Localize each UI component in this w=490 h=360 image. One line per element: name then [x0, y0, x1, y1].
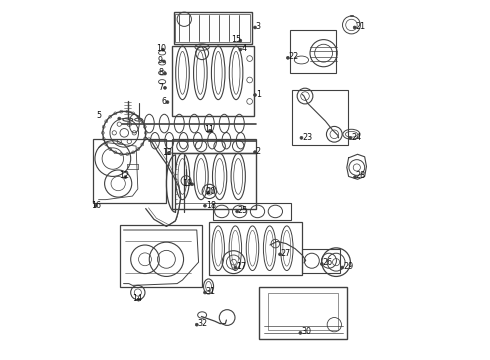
Bar: [175, 14, 250, 42]
Circle shape: [239, 39, 242, 42]
Bar: [172, 139, 256, 153]
Circle shape: [253, 151, 256, 154]
Text: 32: 32: [198, 319, 208, 328]
Text: 9: 9: [157, 56, 163, 65]
Text: 30: 30: [301, 327, 312, 336]
Text: 22: 22: [289, 52, 299, 61]
Text: 28: 28: [356, 171, 366, 180]
Text: 3: 3: [256, 22, 261, 31]
Bar: [172, 46, 254, 116]
Text: 16: 16: [91, 201, 100, 210]
Text: 31: 31: [206, 287, 216, 296]
Bar: [172, 153, 256, 208]
Text: 27: 27: [281, 249, 291, 258]
Circle shape: [118, 117, 121, 120]
Bar: [120, 225, 202, 287]
Circle shape: [191, 183, 194, 186]
Text: 7: 7: [159, 83, 164, 92]
Circle shape: [253, 94, 256, 96]
Text: 15: 15: [231, 35, 242, 44]
Text: 18: 18: [206, 201, 216, 210]
Circle shape: [234, 266, 237, 269]
Circle shape: [300, 136, 303, 139]
Text: 25: 25: [238, 206, 248, 215]
Bar: [259, 287, 347, 339]
Circle shape: [209, 129, 211, 132]
Text: 10: 10: [156, 44, 167, 53]
Circle shape: [239, 48, 242, 51]
Text: 19: 19: [182, 179, 193, 188]
Circle shape: [203, 291, 206, 294]
Bar: [209, 222, 302, 275]
Bar: [302, 249, 340, 273]
Text: 1: 1: [256, 90, 261, 99]
Circle shape: [353, 26, 356, 29]
Text: 6: 6: [161, 97, 166, 106]
Circle shape: [161, 48, 164, 51]
Text: 11: 11: [204, 126, 214, 135]
Circle shape: [203, 204, 206, 207]
Bar: [268, 293, 338, 330]
Bar: [173, 12, 252, 44]
Circle shape: [164, 86, 167, 89]
Circle shape: [253, 26, 256, 29]
Circle shape: [349, 136, 352, 139]
Text: 4: 4: [242, 44, 246, 53]
Circle shape: [299, 332, 302, 334]
Text: 13: 13: [162, 148, 172, 157]
Text: 24: 24: [351, 132, 362, 141]
Text: 26: 26: [323, 258, 333, 267]
Text: 23: 23: [302, 132, 312, 141]
Circle shape: [287, 57, 289, 59]
Text: 5: 5: [97, 111, 102, 120]
Circle shape: [279, 253, 281, 256]
Circle shape: [166, 101, 169, 104]
Circle shape: [320, 262, 323, 265]
Circle shape: [341, 266, 343, 269]
Circle shape: [163, 60, 165, 63]
Circle shape: [196, 323, 198, 326]
Circle shape: [167, 152, 170, 155]
Circle shape: [124, 176, 127, 179]
Text: 20: 20: [206, 187, 216, 196]
Bar: [213, 203, 292, 220]
Text: 8: 8: [159, 68, 164, 77]
Text: 21: 21: [356, 22, 366, 31]
Text: 12: 12: [119, 171, 129, 180]
Circle shape: [137, 298, 140, 301]
Circle shape: [164, 72, 167, 75]
Bar: [292, 90, 347, 145]
Bar: [93, 139, 167, 203]
Circle shape: [236, 210, 239, 213]
Circle shape: [354, 176, 356, 179]
Text: 14: 14: [132, 294, 143, 303]
Text: 17: 17: [236, 262, 246, 271]
Text: 2: 2: [256, 147, 261, 156]
Circle shape: [94, 204, 97, 207]
Bar: [290, 30, 336, 73]
Circle shape: [207, 191, 210, 194]
Text: 29: 29: [343, 262, 353, 271]
